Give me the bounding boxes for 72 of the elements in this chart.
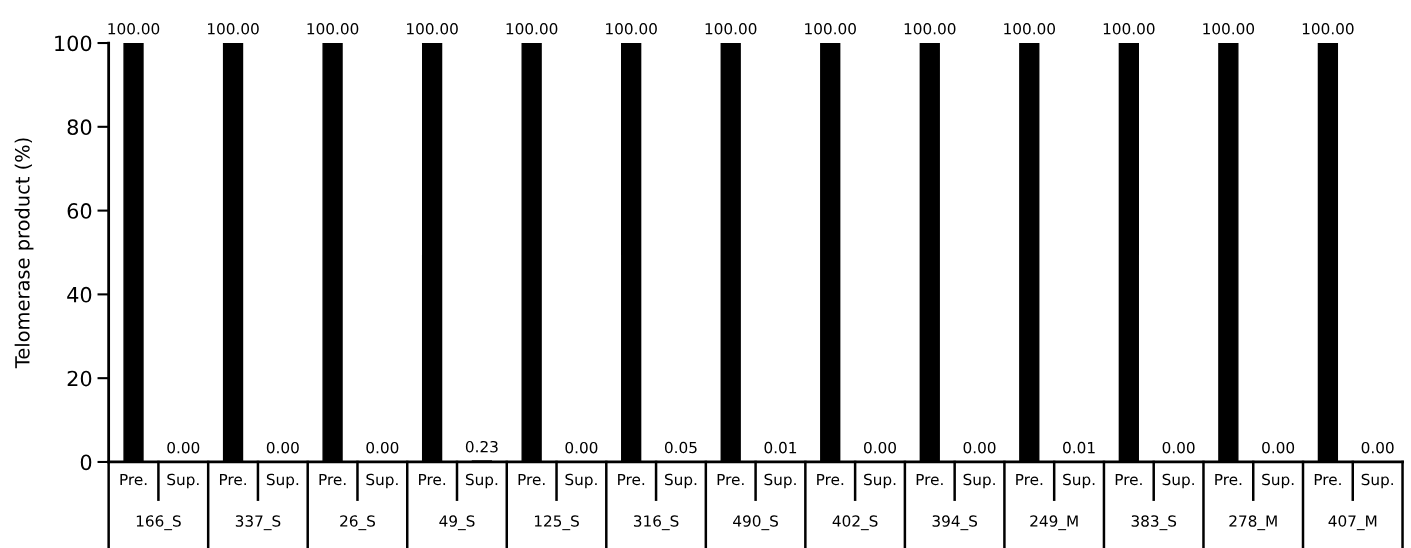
data-label: 100.00: [506, 22, 558, 35]
text: Sup.: [266, 473, 299, 489]
data-label: 100.00: [1302, 22, 1354, 35]
y-tick-label: 100: [55, 35, 92, 52]
text: Pre.: [219, 473, 246, 486]
data-label: 0.00: [1162, 441, 1195, 454]
data-label: 100.00: [1203, 22, 1255, 35]
data-label: 100.00: [705, 22, 757, 35]
y-tick-label: 20: [67, 370, 92, 387]
text: Sup.: [1262, 473, 1294, 489]
data-label: 100.00: [1004, 22, 1056, 35]
data-label: 0.01: [764, 441, 797, 454]
data-label: 100.00: [805, 22, 856, 35]
text: Pre.: [1215, 473, 1242, 486]
y-tick-label: 80: [67, 119, 92, 136]
data-label: 0.00: [1361, 441, 1394, 454]
text: Pre.: [518, 473, 545, 486]
x-tick-label: 49_S: [439, 515, 475, 531]
y-tick-label: 40: [67, 286, 92, 303]
y-tick-label: 60: [67, 203, 92, 219]
text: Sup.: [1361, 473, 1393, 489]
data-label: 100.00: [407, 22, 458, 35]
text: Sup.: [565, 473, 597, 489]
y-axis-title: Telomerase product (%): [14, 138, 34, 369]
x-tick-label: 278_M: [1229, 515, 1277, 531]
data-label: 0.05: [664, 441, 697, 454]
x-tick-label: 490_S: [733, 515, 778, 531]
x-tick-label: 402_S: [832, 515, 878, 531]
text: Pre.: [319, 473, 346, 486]
text: Pre.: [916, 473, 943, 486]
text: Sup.: [465, 473, 498, 489]
data-label: 100.00: [904, 22, 956, 35]
series-label: Pre.: [817, 473, 844, 486]
text: Pre.: [1115, 473, 1142, 486]
data-label: 0.00: [963, 441, 996, 454]
data-label: 100.00: [1103, 22, 1155, 35]
data-label: 0.00: [565, 441, 598, 454]
text: Sup.: [1162, 473, 1194, 489]
data-label: 100.00: [606, 22, 657, 35]
text: Pre.: [618, 473, 645, 486]
text: Pre.: [717, 473, 744, 486]
x-tick-label: 407_M: [1328, 515, 1377, 531]
series-label: Sup.: [167, 473, 199, 489]
text: Pre.: [1314, 473, 1341, 486]
text: Sup.: [864, 473, 896, 489]
x-tick-label: 166_S: [136, 515, 181, 531]
text: Pre.: [1016, 473, 1043, 486]
text: Pre.: [419, 473, 446, 486]
text: Pre.: [120, 473, 147, 486]
text: Sup.: [366, 473, 398, 489]
text: Sup.: [764, 473, 796, 489]
text: Sup.: [963, 473, 995, 489]
text: Sup.: [1063, 473, 1095, 489]
x-tick-label: 249_M: [1030, 515, 1078, 531]
data-label: 0.00: [266, 441, 299, 454]
x-tick-label: 337_S: [235, 515, 281, 531]
x-tick-label: 125_S: [534, 515, 579, 531]
text: Sup.: [664, 473, 697, 489]
data-label: 0.23: [465, 440, 498, 453]
x-tick-label: 383_S: [1131, 515, 1177, 531]
data-label: 0.00: [864, 441, 896, 454]
y-tick-label: 0: [80, 454, 92, 471]
x-tick-label: 316_S: [633, 515, 679, 531]
x-tick-label: 26_S: [340, 515, 376, 531]
data-label: 0.00: [366, 441, 399, 454]
data-label: 0.00: [167, 441, 200, 454]
data-label: 0.01: [1063, 441, 1095, 454]
x-tick-label: 394_S: [932, 515, 978, 531]
data-label: 0.00: [1262, 441, 1295, 454]
data-label: 100.00: [307, 22, 359, 35]
data-label: 100.00: [208, 22, 259, 35]
data-label: 100.00: [108, 22, 160, 35]
